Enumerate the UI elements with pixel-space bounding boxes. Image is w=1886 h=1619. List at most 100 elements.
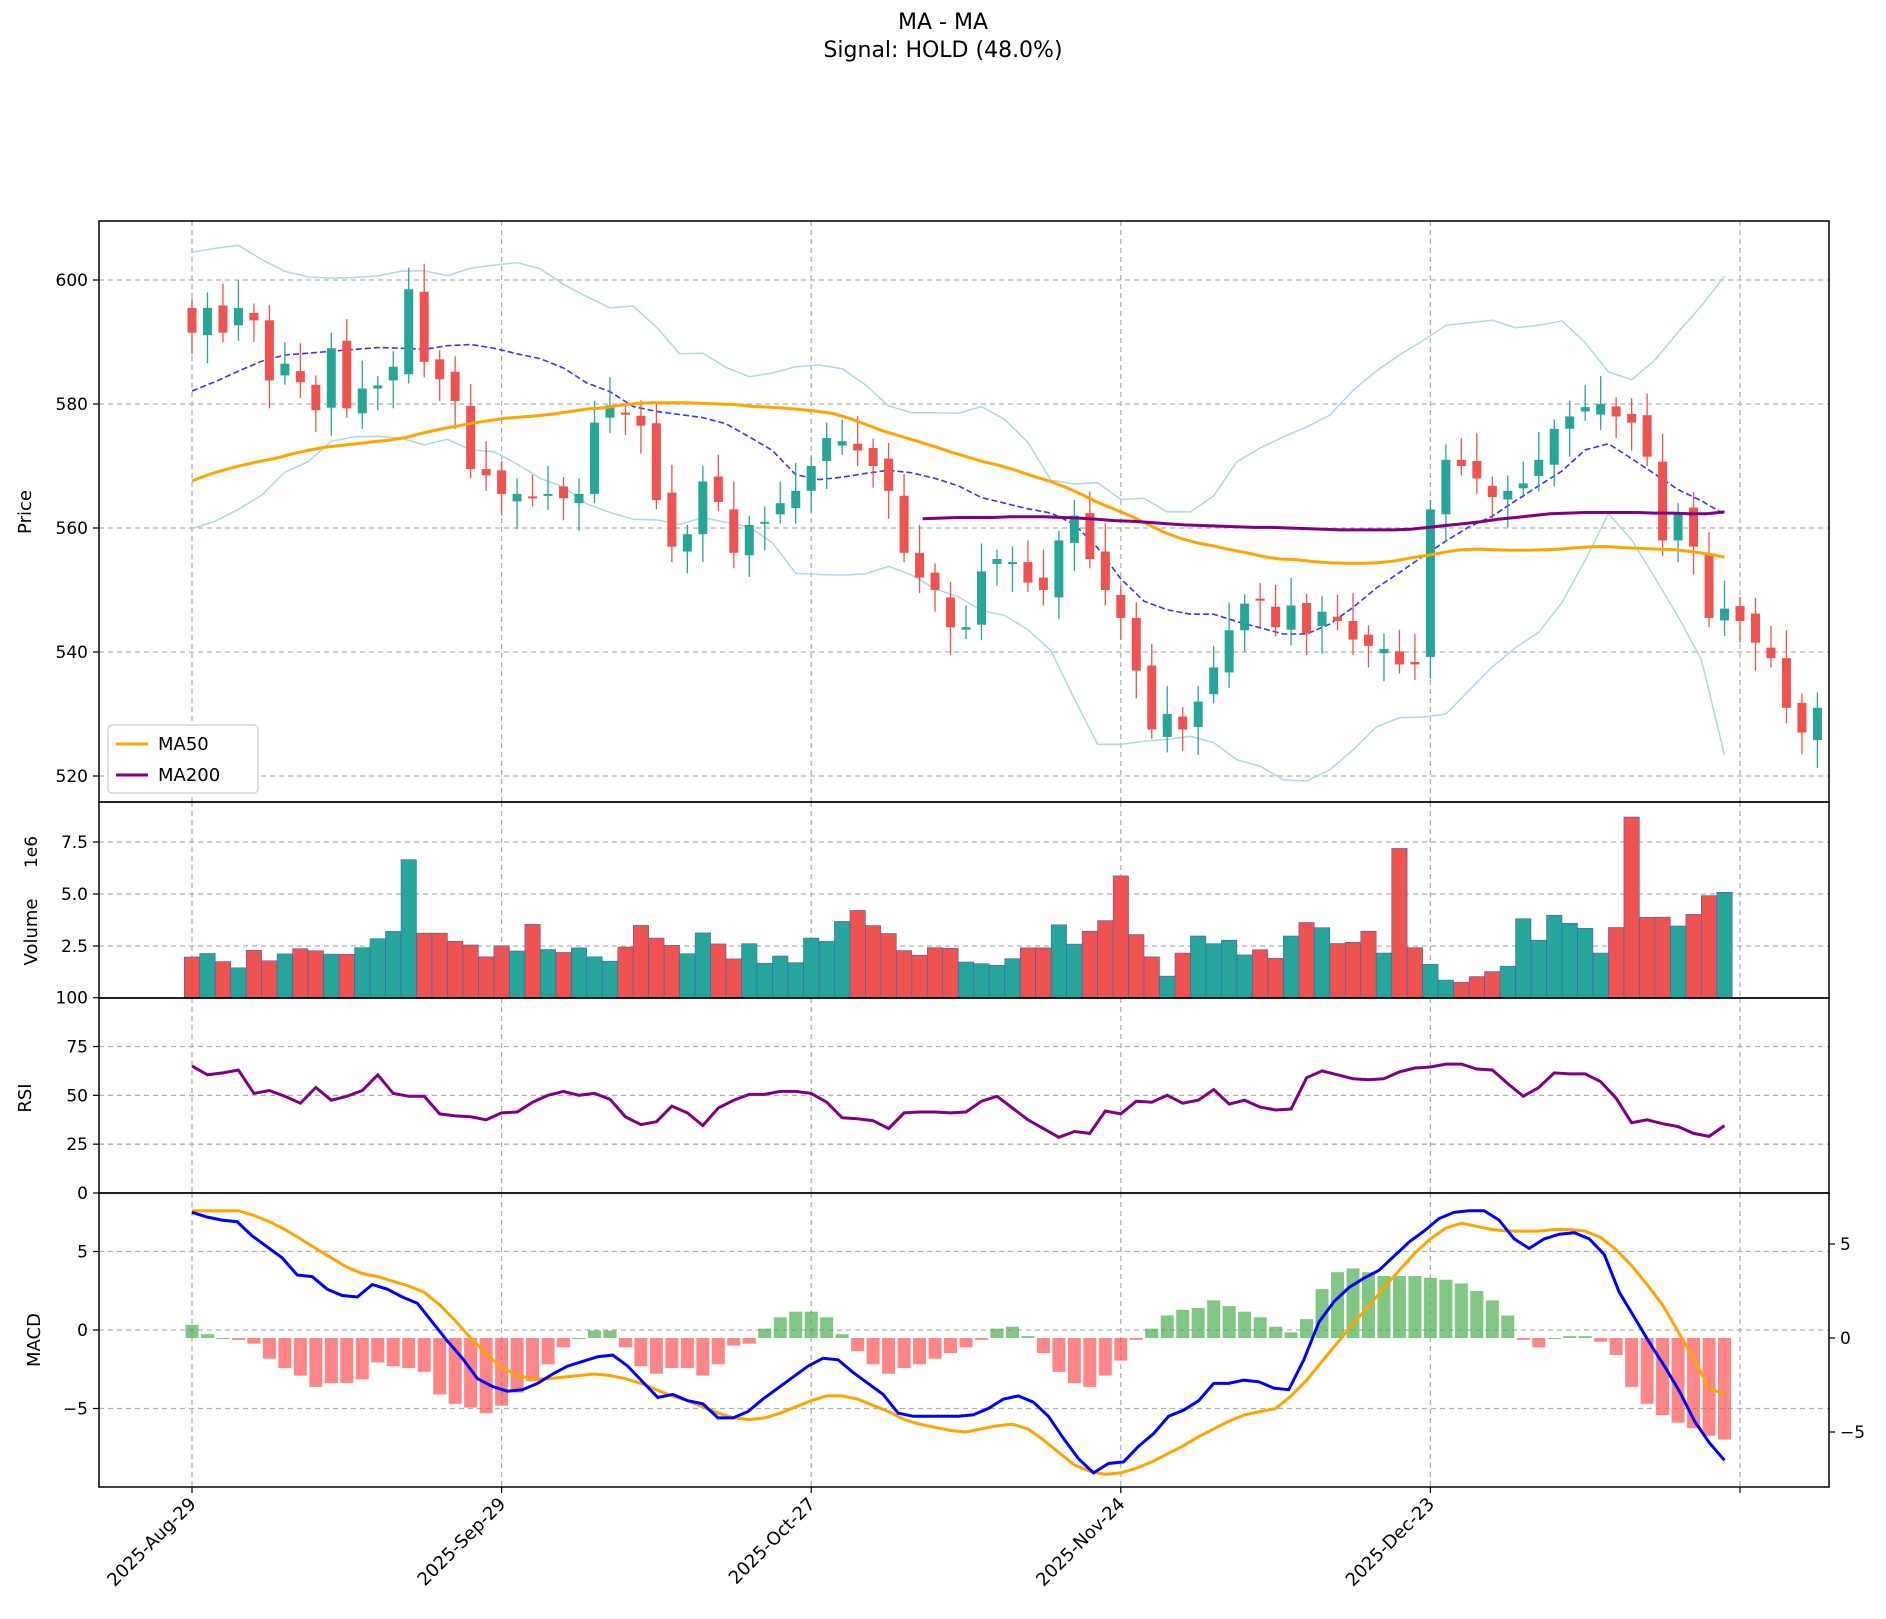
candle-body	[1456, 459, 1466, 466]
volume-bar	[1066, 943, 1083, 999]
chart-subtitle: Signal: HOLD (48.0%)	[823, 38, 1063, 63]
macd-hist-bar	[1052, 1338, 1066, 1372]
volume-bar	[400, 859, 417, 999]
volume-bar	[1623, 816, 1640, 999]
macd-hist-bar	[1036, 1338, 1050, 1354]
volume-bar	[1112, 875, 1129, 999]
macd-hist-bar	[1625, 1338, 1639, 1387]
macd-tick-label: 5	[77, 1243, 88, 1263]
x-tick-label: 2025-Aug-29	[103, 1494, 200, 1591]
volume-bar	[323, 953, 340, 999]
volume-bar	[1190, 935, 1207, 999]
chart-title: MA - MA	[898, 10, 988, 35]
rsi-tick-label: 100	[56, 989, 88, 1009]
volume-bar	[648, 937, 665, 999]
volume-tick-label: 7.5	[61, 833, 88, 853]
macd-hist-bar	[603, 1330, 617, 1338]
macd-hist-bar	[1207, 1300, 1221, 1338]
macd-hist-bar	[696, 1338, 710, 1376]
candle-body	[589, 422, 599, 494]
volume-bar	[1298, 922, 1315, 999]
candle-body	[620, 412, 630, 415]
bb-upper-line	[191, 244, 1726, 513]
macd-hist-bar	[820, 1317, 834, 1338]
candle-body	[1565, 416, 1575, 429]
macd-hist-bar	[711, 1338, 725, 1365]
volume-tick-label: 2.5	[61, 937, 88, 957]
candle-body	[822, 438, 832, 462]
macd-hist-bar	[835, 1334, 849, 1338]
volume-bar	[1375, 952, 1392, 999]
candle-body	[512, 493, 522, 502]
candle-body	[667, 492, 677, 547]
candle-body	[1271, 606, 1281, 628]
price-tick-label: 560	[56, 519, 88, 539]
macd-hist-bar	[1005, 1326, 1019, 1338]
candle-body	[806, 466, 816, 491]
macd-hist-bar	[417, 1338, 431, 1372]
volume-bar	[1035, 947, 1052, 999]
macd-hist-bar	[1331, 1272, 1345, 1338]
volume-bar	[245, 950, 262, 999]
macd-hist-bar	[928, 1338, 942, 1359]
macd-hist-bar	[1114, 1338, 1128, 1361]
volume-bar	[1422, 964, 1439, 999]
macd-hist-bar	[1222, 1306, 1236, 1338]
candle-body	[1069, 515, 1079, 543]
volume-bar	[1546, 914, 1563, 999]
volume-bar	[973, 963, 990, 999]
candle-body	[1750, 613, 1760, 643]
price-tick-label: 580	[56, 395, 88, 415]
candle-body	[760, 521, 770, 524]
candle-body	[1781, 658, 1791, 708]
volume-bar	[1329, 943, 1346, 999]
candle-body	[1193, 701, 1203, 728]
candle-body	[1735, 606, 1745, 621]
macd-hist-bar	[402, 1338, 416, 1369]
volume-bar	[1252, 949, 1269, 999]
macd-hist-bar	[1129, 1338, 1143, 1340]
volume-bar	[617, 946, 634, 999]
volume-bar	[942, 947, 959, 999]
candle-body	[1503, 490, 1513, 500]
volume-bar	[725, 958, 742, 999]
candle-body	[946, 597, 956, 628]
hist-tick-label: 0	[1840, 1329, 1851, 1349]
volume-bar	[1437, 979, 1454, 999]
candle-body	[218, 305, 228, 333]
volume-bar	[1639, 916, 1656, 999]
candle-body	[1673, 512, 1683, 541]
volume-bar	[741, 943, 758, 999]
volume-bar	[927, 947, 944, 999]
macd-hist-bar	[495, 1338, 509, 1406]
volume-bar	[756, 962, 773, 999]
legend-ma50-label: MA50	[158, 734, 209, 755]
candle-body	[1487, 485, 1497, 497]
volume-tick-label: 5.0	[61, 885, 88, 905]
candle-body	[1627, 413, 1637, 423]
candle-body	[481, 469, 491, 476]
candle-body	[1441, 459, 1451, 515]
candle-body	[1410, 661, 1420, 665]
x-tick-label: 2025-Oct-27	[725, 1494, 820, 1589]
macd-hist-bar	[1377, 1275, 1391, 1338]
candle-body	[1085, 513, 1095, 559]
candle-body	[543, 493, 553, 496]
x-tick-label: 2025-Dec-23	[1342, 1494, 1439, 1591]
macd-hist-bar	[1269, 1326, 1283, 1338]
macd-hist-bar	[1392, 1275, 1406, 1338]
macd-hist-bar	[1098, 1338, 1112, 1376]
hist-tick-label: 5	[1840, 1235, 1851, 1255]
candle-body	[264, 320, 274, 381]
candle-body	[884, 458, 894, 491]
candle-body	[1147, 665, 1157, 730]
macd-hist-bar	[433, 1338, 447, 1395]
macd-hist-bar	[340, 1338, 354, 1384]
volume-bar	[338, 954, 355, 999]
volume-bar	[1685, 914, 1702, 999]
volume-bar	[865, 925, 882, 999]
bb-middle-line	[191, 343, 1725, 635]
candle-body	[1766, 647, 1776, 659]
macd-hist-bar	[371, 1338, 385, 1363]
hist-tick-label: −5	[1840, 1423, 1865, 1443]
